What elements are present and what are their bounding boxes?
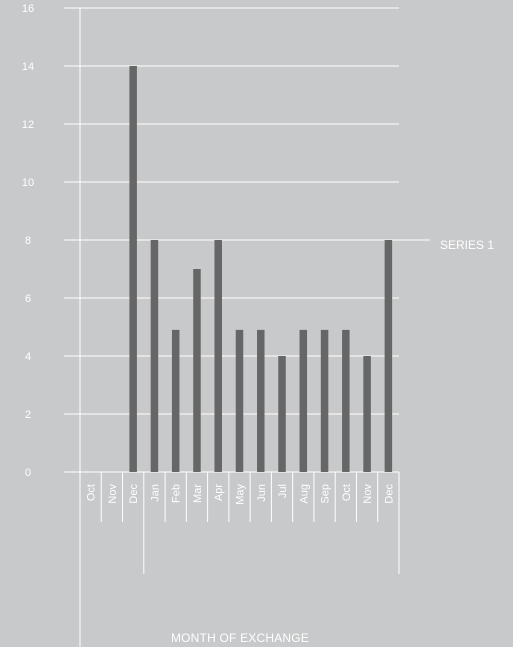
y-tick-label: 16 — [22, 3, 34, 15]
bars — [129, 66, 393, 472]
y-tick-label: 0 — [25, 467, 31, 479]
bar — [171, 329, 180, 472]
x-tick-label: Feb — [171, 484, 183, 503]
bar — [320, 329, 329, 472]
x-tick-label: Mar — [192, 484, 204, 503]
y-tick-label: 12 — [22, 119, 34, 131]
bar — [235, 329, 244, 472]
bar — [214, 240, 222, 472]
x-tick-label: Dec — [128, 484, 140, 504]
bar — [384, 240, 393, 472]
y-tick-label: 4 — [25, 351, 31, 363]
x-tick-label: Dec — [383, 484, 395, 504]
x-tick-label: May — [235, 484, 247, 505]
bar — [257, 329, 265, 472]
bar — [193, 269, 201, 472]
x-tick-label: Oct — [86, 484, 98, 501]
gridlines — [64, 7, 399, 473]
axis-frame — [79, 8, 430, 647]
bar — [150, 240, 159, 472]
x-tick-label: Sep — [320, 484, 332, 504]
x-axis-title: MONTH OF EXCHANGE — [171, 631, 309, 645]
x-tick-label: Aug — [298, 484, 310, 504]
x-tick-label: Nov — [362, 484, 374, 504]
y-tick-label: 14 — [22, 61, 34, 73]
y-tick-label: 10 — [22, 177, 34, 189]
y-tick-label: 2 — [25, 409, 31, 421]
x-tick-label: Jul — [277, 484, 289, 498]
bar — [129, 66, 137, 472]
bar — [363, 356, 371, 472]
x-tick-label: Jun — [256, 484, 268, 502]
y-tick-label: 6 — [25, 293, 31, 305]
bar — [342, 329, 350, 472]
y-axis-ticks: 0 2 4 6 8 10 12 14 16 — [22, 3, 34, 479]
bar — [299, 329, 308, 472]
bar — [278, 356, 286, 472]
legend-series-label: SERIES 1 — [440, 238, 494, 252]
x-tick-label: Nov — [107, 484, 119, 504]
x-tick-label: Apr — [213, 484, 225, 501]
x-tick-label: Jan — [149, 484, 161, 502]
y-tick-label: 8 — [25, 235, 31, 247]
x-tick-label: Oct — [341, 484, 353, 501]
x-axis-category-labels: Oct Nov Dec Jan Feb Mar Apr May Jun Jul Aug Sep Oct N… — [86, 484, 396, 505]
